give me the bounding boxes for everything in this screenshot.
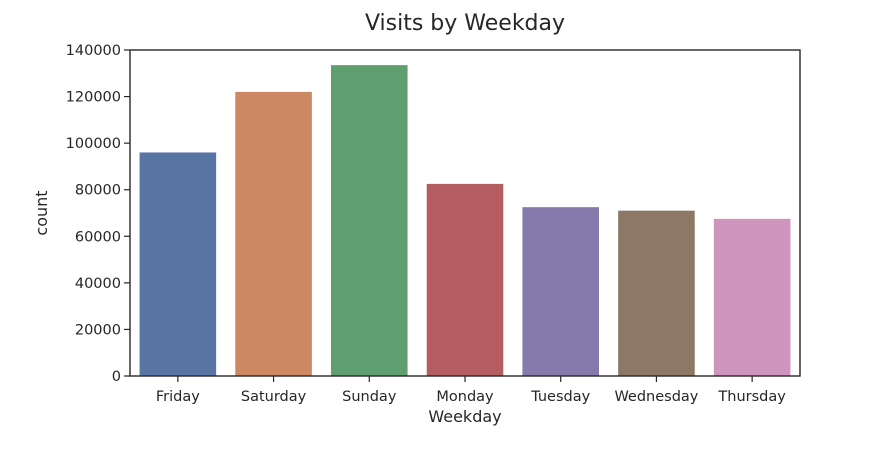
x-tick-label-wednesday: Wednesday (614, 389, 698, 405)
bar-friday (139, 152, 217, 376)
y-tick-label: 100000 (66, 136, 121, 152)
x-axis-label: Weekday (428, 407, 501, 426)
y-tick-label: 20000 (75, 322, 121, 338)
chart-title: Visits by Weekday (365, 11, 565, 36)
y-axis: 0 20000 40000 60000 80000 100000 120000 140000 (66, 43, 130, 385)
x-axis: Friday Saturday Sunday Monday Tuesday Wednesd… (156, 376, 786, 405)
x-tick-label-monday: Monday (436, 389, 494, 405)
x-tick-label-sunday: Sunday (342, 389, 397, 405)
x-tick-label-saturday: Saturday (241, 389, 307, 405)
x-tick-label-tuesday: Tuesday (530, 389, 590, 405)
bars-group (139, 65, 791, 377)
x-tick-label-friday: Friday (156, 389, 200, 405)
y-tick-label: 140000 (66, 43, 121, 59)
bar-monday (426, 183, 504, 376)
y-tick-label: 60000 (75, 229, 121, 245)
bar-sunday (331, 65, 408, 376)
y-tick-label: 120000 (66, 90, 121, 106)
y-tick-label: 0 (112, 369, 121, 385)
plot-frame (129, 49, 801, 377)
bar-saturday (235, 91, 312, 377)
x-tick-label-thursday: Thursday (717, 389, 786, 405)
y-tick-label: 40000 (75, 276, 121, 292)
bar-wednesday (618, 210, 695, 376)
y-axis-label: count (32, 190, 51, 235)
y-tick-label: 80000 (75, 183, 121, 199)
bar-tuesday (522, 207, 599, 376)
bar-thursday (713, 218, 791, 376)
